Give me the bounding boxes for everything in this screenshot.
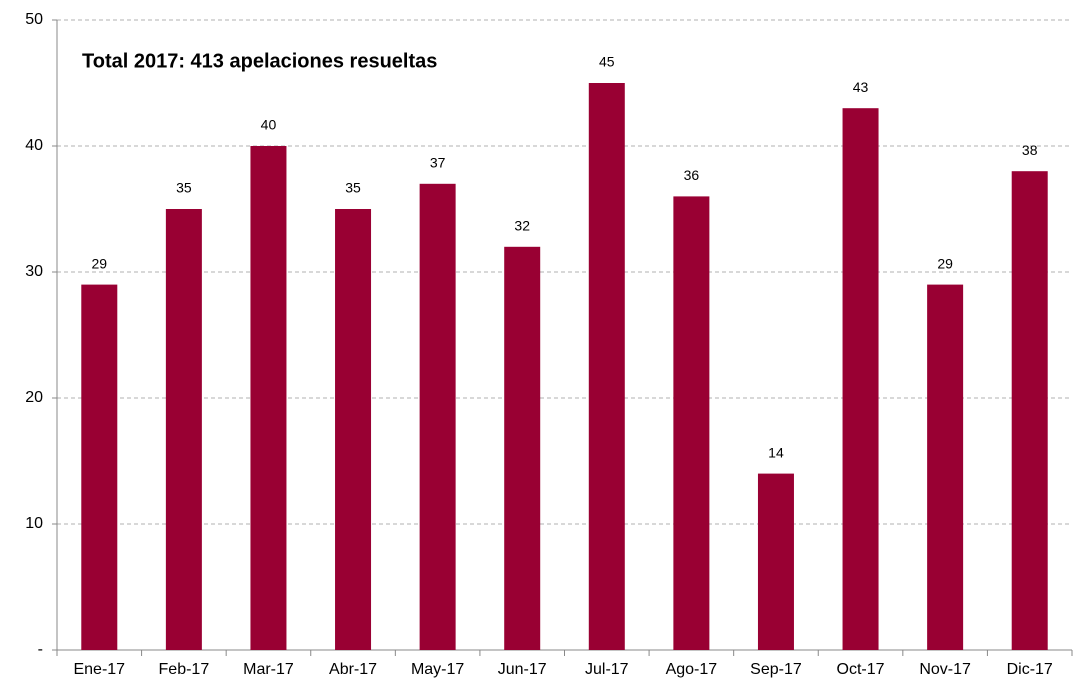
- y-tick-label: 30: [25, 263, 43, 280]
- x-tick-label: Oct-17: [837, 661, 885, 678]
- x-tick-label: Ago-17: [666, 661, 718, 678]
- value-label: 35: [176, 180, 192, 196]
- value-label: 38: [1022, 142, 1038, 158]
- value-label: 29: [92, 255, 108, 271]
- y-tick-label: 10: [25, 515, 43, 532]
- bar: [757, 473, 794, 650]
- x-tick-label: Ene-17: [73, 661, 125, 678]
- bar: [81, 284, 118, 650]
- x-tick-label: Dic-17: [1007, 661, 1053, 678]
- x-tick-label: Sep-17: [750, 661, 802, 678]
- value-label: 36: [684, 167, 700, 183]
- y-tick-label: 40: [25, 137, 43, 154]
- value-label: 40: [261, 117, 277, 133]
- bar: [165, 209, 202, 650]
- bar: [504, 246, 541, 651]
- x-tick-label: Abr-17: [329, 661, 377, 678]
- bar: [1011, 171, 1048, 650]
- value-label: 37: [430, 155, 446, 171]
- bar: [588, 83, 625, 650]
- y-tick-label: 50: [25, 11, 43, 28]
- bar: [250, 146, 287, 650]
- x-tick-label: May-17: [411, 661, 464, 678]
- y-tick-label: -: [38, 641, 43, 658]
- value-label: 43: [853, 79, 869, 95]
- value-label: 32: [514, 218, 530, 234]
- bar: [673, 196, 710, 650]
- annotation: Total 2017: 413 apelaciones resueltas: [82, 50, 437, 72]
- bar: [842, 108, 879, 650]
- value-label: 45: [599, 54, 615, 70]
- x-tick-label: Mar-17: [243, 661, 294, 678]
- bar: [927, 284, 964, 650]
- x-tick-label: Jun-17: [498, 661, 547, 678]
- x-tick-label: Jul-17: [585, 661, 629, 678]
- value-label: 29: [937, 255, 953, 271]
- value-label: 14: [768, 444, 784, 460]
- value-label: 35: [345, 180, 361, 196]
- x-tick-label: Nov-17: [919, 661, 971, 678]
- bar: [419, 183, 456, 651]
- x-tick-label: Feb-17: [159, 661, 210, 678]
- y-tick-label: 20: [25, 389, 43, 406]
- bar: [335, 209, 372, 650]
